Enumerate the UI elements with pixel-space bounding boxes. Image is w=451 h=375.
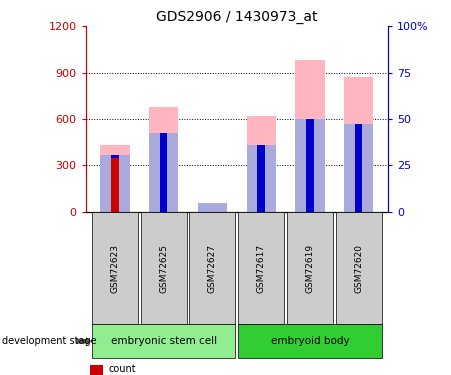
Text: GSM72620: GSM72620 (354, 244, 363, 292)
Text: GSM72627: GSM72627 (208, 244, 217, 292)
Bar (258, 146, 265, 212)
Bar (149, 133, 178, 212)
Text: embryonic stem cell: embryonic stem cell (110, 336, 217, 346)
Bar (160, 133, 167, 212)
Text: GSM72617: GSM72617 (257, 244, 266, 292)
Bar (100, 154, 129, 212)
Bar (295, 119, 325, 212)
Text: development stage: development stage (2, 336, 97, 346)
Bar (306, 119, 313, 212)
Bar (149, 106, 178, 212)
Text: GSM72625: GSM72625 (159, 244, 168, 292)
Bar (247, 146, 276, 212)
Text: count: count (108, 364, 136, 374)
Text: embryoid body: embryoid body (271, 336, 349, 346)
Bar (247, 116, 276, 212)
Bar (111, 154, 119, 212)
Bar (100, 146, 129, 212)
Bar (355, 124, 362, 212)
Bar (198, 202, 227, 212)
Bar (295, 60, 325, 212)
Bar (111, 158, 119, 212)
Text: GSM72623: GSM72623 (110, 244, 120, 292)
Text: GSM72619: GSM72619 (305, 244, 314, 292)
Bar (344, 77, 373, 212)
Title: GDS2906 / 1430973_at: GDS2906 / 1430973_at (156, 10, 318, 24)
Bar (344, 124, 373, 212)
